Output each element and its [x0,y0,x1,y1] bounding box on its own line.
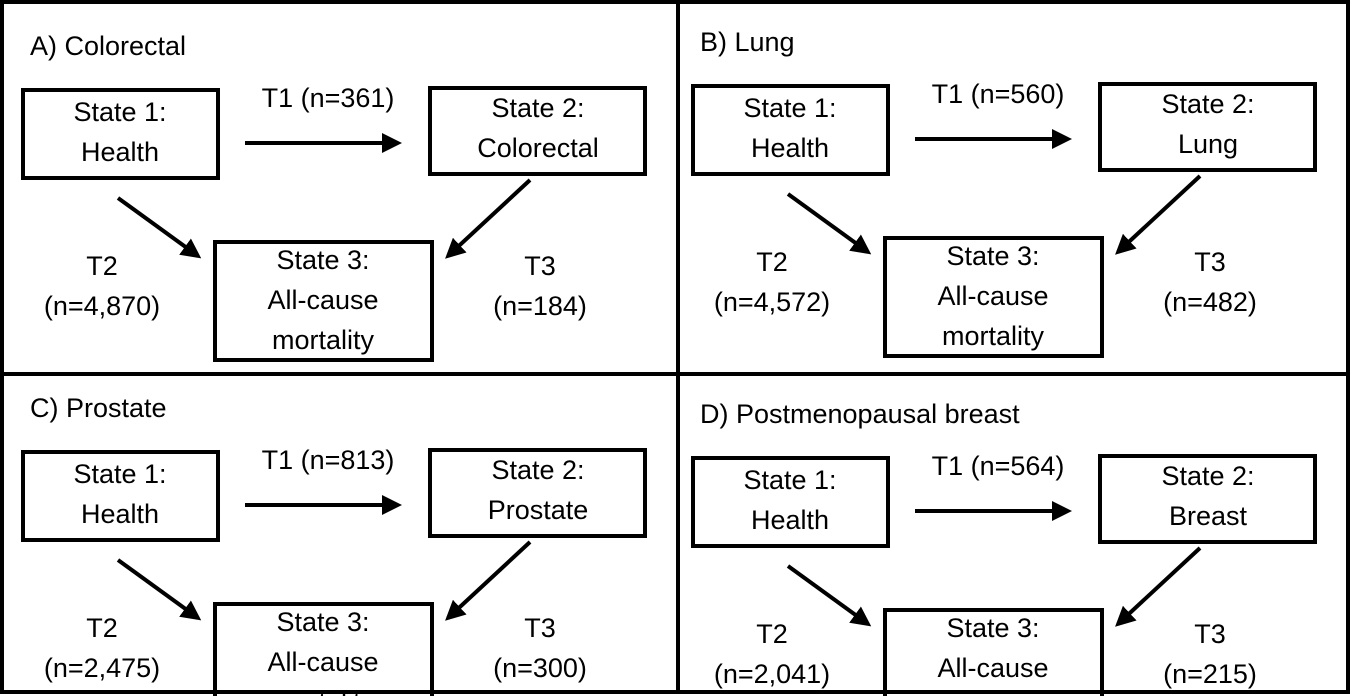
panel-title: B) Lung [700,27,795,57]
state-label: mortality [942,321,1045,351]
state-label: State 3: [946,241,1039,271]
state-label: Health [751,133,829,163]
panel-title: A) Colorectal [30,31,186,61]
state-label: State 1: [743,93,836,123]
transition-label: T3 [524,251,556,281]
state-label: State 3: [946,613,1039,643]
arrow [116,558,202,621]
transition-label: T1 (n=560) [932,79,1065,109]
state-label: Lung [1178,129,1238,159]
state-label: Prostate [488,495,589,525]
state-label: Health [81,499,159,529]
state-box [691,84,890,176]
state-label: State 1: [73,97,166,127]
state-label: mortality [272,687,375,696]
transition-label: T2 [756,619,788,649]
state-box [883,236,1104,358]
transition-label: T1 (n=564) [932,451,1065,481]
state-label: All-cause [267,285,378,315]
state-label: Breast [1169,501,1248,531]
state-box [21,450,220,542]
state-label: State 2: [1161,461,1254,491]
transition-label: T2 [86,251,118,281]
transition-label: (n=300) [493,653,587,683]
arrow [1115,546,1202,627]
transition-label: T1 (n=813) [262,445,395,475]
state-label: State 2: [1161,89,1254,119]
state-label: Health [81,137,159,167]
arrow [786,564,872,627]
transition-label: (n=4,572) [714,287,830,317]
transition-label: T3 [1194,619,1226,649]
state-box [428,86,647,176]
arrow [445,178,532,259]
state-label: State 2: [491,455,584,485]
state-label: mortality [272,325,375,355]
state-box [21,88,220,180]
panel-title: D) Postmenopausal breast [700,399,1020,429]
state-box [428,448,647,538]
transition-label: T3 [1194,247,1226,277]
transition-label: T2 [86,613,118,643]
state-box [1098,82,1317,172]
transition-label: (n=4,870) [44,291,160,321]
transition-label: (n=2,475) [44,653,160,683]
state-label: State 1: [73,459,166,489]
state-box [213,240,434,362]
state-label: All-cause [937,281,1048,311]
arrow [1115,174,1202,255]
arrow [445,540,532,621]
arrow [786,192,872,255]
transition-label: T3 [524,613,556,643]
transition-label: (n=482) [1163,287,1257,317]
state-box [883,608,1104,696]
state-label: State 3: [276,245,369,275]
state-box [213,602,434,696]
transition-label: (n=2,041) [714,659,830,689]
transition-label: T2 [756,247,788,277]
state-box [691,456,890,548]
state-label: Colorectal [477,133,599,163]
transition-label: T1 (n=361) [262,83,395,113]
state-label: All-cause [937,653,1048,683]
state-label: State 2: [491,93,584,123]
panel-title: C) Prostate [30,393,167,423]
state-label: All-cause [267,647,378,677]
state-label: State 3: [276,607,369,637]
transition-label: (n=184) [493,291,587,321]
arrow [116,196,202,259]
state-label: mortality [942,693,1045,696]
transition-label: (n=215) [1163,659,1257,689]
state-box [1098,454,1317,544]
state-label: State 1: [743,465,836,495]
state-label: Health [751,505,829,535]
